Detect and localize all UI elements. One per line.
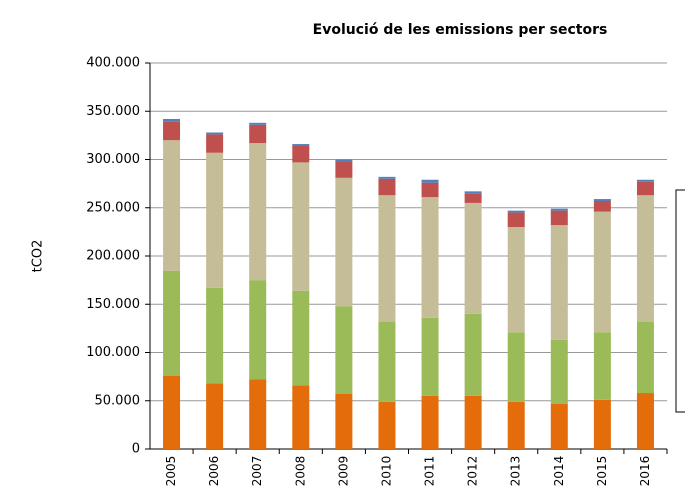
bar-segment bbox=[550, 339, 568, 404]
x-tick-label: 2013 bbox=[509, 456, 523, 487]
bar-segment bbox=[636, 195, 654, 322]
bar-segment bbox=[378, 401, 396, 449]
bar-segment bbox=[636, 321, 654, 394]
x-tick-label: 2005 bbox=[164, 456, 178, 487]
bar-segment bbox=[378, 195, 396, 322]
bar-segment bbox=[421, 395, 439, 449]
bar-segment bbox=[335, 161, 353, 178]
bar-segment bbox=[550, 225, 568, 340]
y-tick-label: 300.000 bbox=[86, 152, 140, 167]
x-tick-label: 2007 bbox=[250, 456, 264, 487]
bar-segment bbox=[163, 140, 181, 271]
bar-segment bbox=[593, 332, 611, 400]
bar-segment bbox=[464, 395, 482, 449]
y-tick-label: 0 bbox=[132, 442, 140, 457]
bar-segment bbox=[464, 202, 482, 314]
bar-segment bbox=[249, 379, 267, 449]
bar-segment bbox=[378, 176, 396, 179]
x-tick-label: 2016 bbox=[638, 456, 652, 487]
bar-segment bbox=[636, 179, 654, 182]
y-tick-label: 350.000 bbox=[86, 104, 140, 119]
bar-segment bbox=[335, 393, 353, 449]
bar-segment bbox=[464, 191, 482, 194]
bar-segment bbox=[163, 375, 181, 449]
y-tick-label: 100.000 bbox=[86, 345, 140, 360]
y-tick-label: 400.000 bbox=[86, 56, 140, 71]
y-tick-label: 50.000 bbox=[95, 393, 141, 408]
bar-segment bbox=[206, 134, 224, 153]
bar-segment bbox=[292, 145, 310, 163]
bar-segment bbox=[507, 227, 525, 333]
bar-segment bbox=[163, 121, 181, 141]
bar-segment bbox=[249, 122, 267, 125]
bar-segment bbox=[507, 212, 525, 228]
bar-segment bbox=[206, 383, 224, 449]
x-tick-label: 2008 bbox=[293, 456, 307, 487]
bar-segment bbox=[507, 401, 525, 449]
y-tick-label: 250.000 bbox=[86, 200, 140, 215]
bar-segment bbox=[378, 178, 396, 196]
bar-segment bbox=[292, 144, 310, 146]
bar-segment bbox=[421, 179, 439, 183]
bar-segment bbox=[593, 200, 611, 212]
bar-segment bbox=[249, 143, 267, 281]
x-tick-label: 2009 bbox=[336, 456, 350, 487]
bar-segment bbox=[292, 290, 310, 386]
bar-segment bbox=[507, 332, 525, 402]
chart-title: Evolució de les emissions per sectors bbox=[313, 22, 608, 38]
bar-segment bbox=[464, 313, 482, 396]
x-tick-label: 2014 bbox=[552, 456, 566, 487]
bar-segment bbox=[464, 193, 482, 203]
bar-segment bbox=[550, 403, 568, 449]
bar-segment bbox=[593, 399, 611, 449]
bar-segment bbox=[421, 197, 439, 318]
bar-segment bbox=[206, 152, 224, 288]
bar-segment bbox=[421, 182, 439, 198]
bar-segment bbox=[163, 270, 181, 376]
bar-segment bbox=[206, 287, 224, 384]
x-tick-label: 2015 bbox=[595, 456, 609, 487]
bar-segment bbox=[249, 280, 267, 380]
bar-segment bbox=[636, 393, 654, 449]
x-tick-label: 2010 bbox=[379, 456, 393, 487]
bar-segment bbox=[335, 306, 353, 394]
bar-segment bbox=[163, 118, 181, 122]
bar-segment bbox=[636, 181, 654, 196]
bar-segment bbox=[421, 317, 439, 396]
bar-segment bbox=[335, 177, 353, 307]
bar-segment bbox=[292, 385, 310, 449]
x-tick-label: 2006 bbox=[207, 456, 221, 487]
x-tick-label: 2012 bbox=[466, 456, 480, 487]
y-tick-label: 150.000 bbox=[86, 297, 140, 312]
bar-segment bbox=[378, 321, 396, 402]
bar-segment bbox=[550, 210, 568, 226]
bar-segment bbox=[292, 162, 310, 291]
bar-segment bbox=[206, 132, 224, 135]
bar-segment bbox=[335, 159, 353, 162]
bar-segment bbox=[593, 211, 611, 333]
y-axis-label: tCO2 bbox=[31, 240, 46, 273]
bar-segment bbox=[249, 124, 267, 144]
bar-segment bbox=[550, 208, 568, 211]
legend-box bbox=[675, 189, 685, 413]
bar-segment bbox=[593, 199, 611, 201]
x-tick-label: 2011 bbox=[423, 456, 437, 487]
bar-segment bbox=[507, 210, 525, 213]
y-tick-label: 200.000 bbox=[86, 249, 140, 264]
